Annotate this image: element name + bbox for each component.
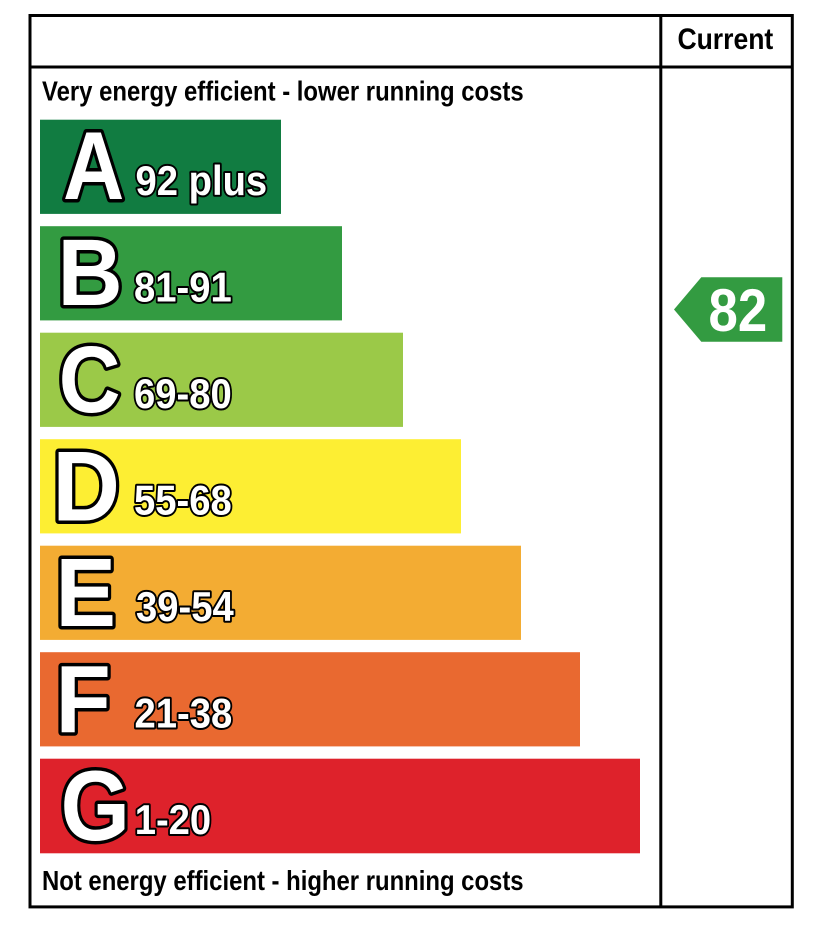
svg-text:Very energy efficient - lower: Very energy efficient - lower running co… xyxy=(42,75,524,107)
svg-text:B: B xyxy=(58,219,123,326)
svg-text:1-20: 1-20 xyxy=(135,797,211,844)
svg-text:E: E xyxy=(56,538,116,647)
svg-text:A: A xyxy=(63,113,124,220)
svg-text:82: 82 xyxy=(709,277,768,344)
svg-text:81-91: 81-91 xyxy=(134,264,232,311)
svg-text:G: G xyxy=(61,751,130,861)
svg-text:Current: Current xyxy=(677,23,773,56)
svg-text:39-54: 39-54 xyxy=(136,584,234,631)
svg-text:C: C xyxy=(59,327,121,433)
svg-text:92 plus: 92 plus xyxy=(136,158,268,205)
svg-text:F: F xyxy=(56,645,111,752)
svg-text:69-80: 69-80 xyxy=(134,371,232,418)
svg-text:55-68: 55-68 xyxy=(134,477,232,524)
svg-text:Not energy efficient - higher: Not energy efficient - higher running co… xyxy=(42,864,524,896)
svg-text:D: D xyxy=(52,432,120,542)
svg-text:21-38: 21-38 xyxy=(135,690,233,737)
